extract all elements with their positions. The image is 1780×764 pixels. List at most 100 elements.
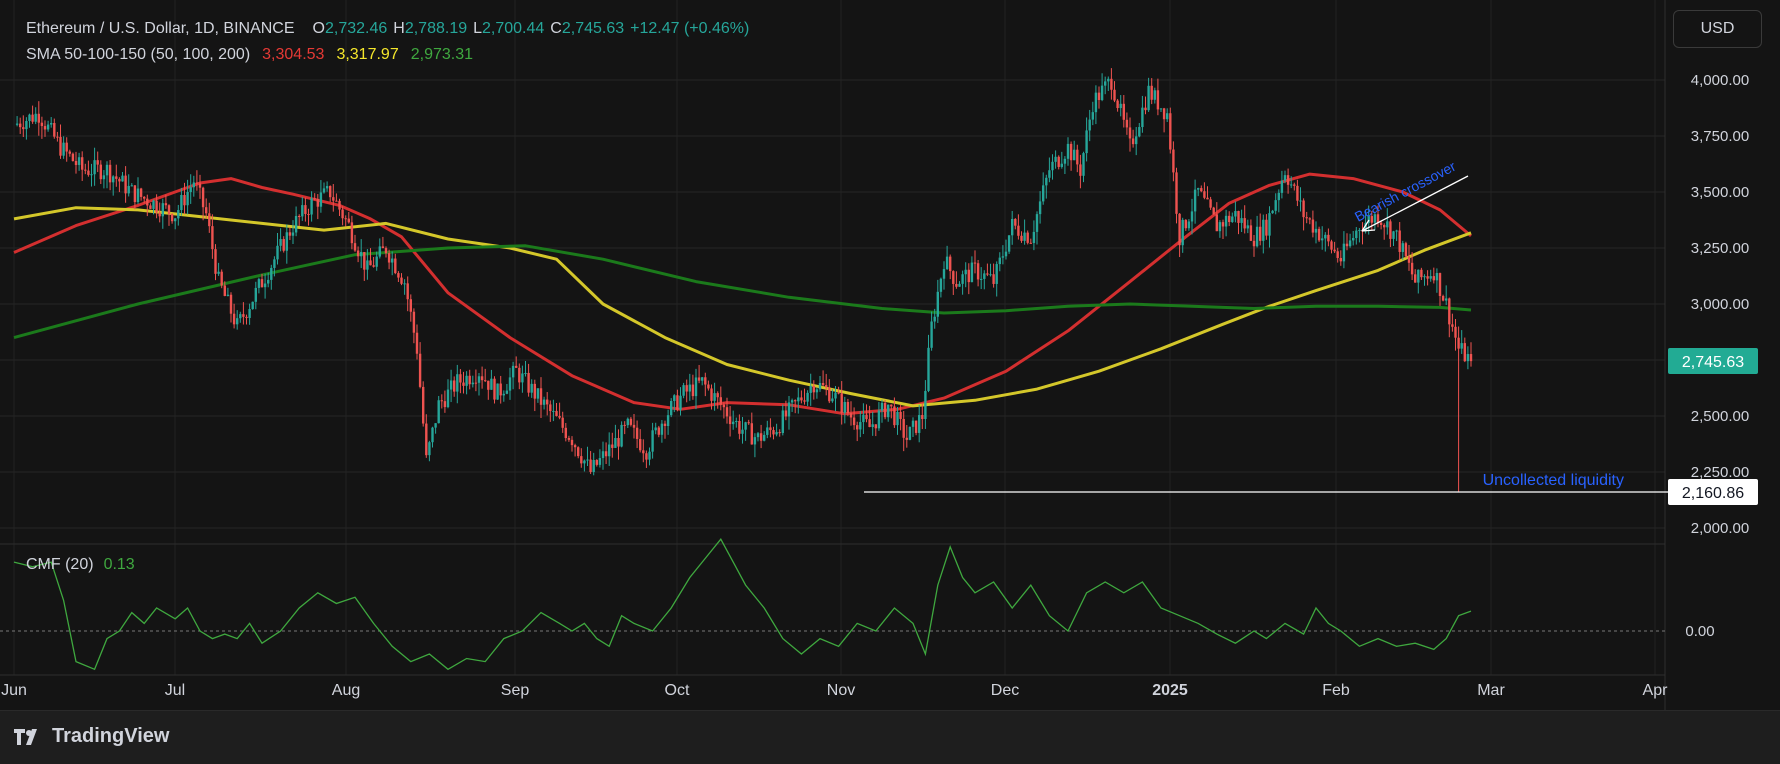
candle-body [412, 311, 416, 333]
candle-body [1014, 218, 1017, 226]
tradingview-logo[interactable]: TradingView [14, 725, 169, 748]
candle-body [673, 395, 676, 401]
candle-body [276, 245, 279, 260]
cmf-label[interactable]: CMF (20) [26, 556, 94, 573]
candle-body [1404, 243, 1408, 257]
time-tick-label: Nov [827, 682, 855, 699]
candle-body [1308, 218, 1311, 220]
candle-body [260, 279, 264, 288]
candle-body [1181, 219, 1184, 246]
candle-body [744, 422, 747, 430]
candle-body [28, 114, 31, 121]
candle-body [790, 400, 794, 403]
candle-body [732, 421, 735, 425]
candle-body [363, 252, 366, 270]
sma-row: SMA 50-100-150 (50, 100, 200) 3,304.53 3… [26, 42, 749, 68]
candle-body [806, 392, 809, 402]
candle-body [1144, 107, 1147, 111]
candle-body [403, 283, 406, 285]
candle-body [772, 430, 775, 435]
candle-body [570, 439, 574, 446]
symbol-title[interactable]: Ethereum / U.S. Dollar, 1D, BINANCE [26, 20, 295, 37]
candle-body [288, 232, 292, 236]
tradingview-logo-icon [14, 728, 37, 745]
chart-frame[interactable]: 2,000.002,250.002,500.002,750.003,000.00… [0, 0, 1780, 710]
candle-body [595, 460, 598, 465]
candle-body [294, 216, 298, 233]
candle-body [1429, 276, 1432, 279]
axes: 2,000.002,250.002,500.002,750.003,000.00… [1, 72, 1749, 699]
candle-body [952, 271, 955, 284]
candle-body [555, 410, 558, 416]
candle-body [477, 376, 481, 383]
candle-body [1389, 221, 1392, 239]
candle-body [759, 433, 763, 441]
candle-body [1147, 85, 1150, 111]
candle-body [434, 423, 437, 428]
candle-body [828, 387, 831, 402]
candle-body [214, 249, 217, 274]
candle-body [648, 451, 651, 460]
time-tick-label: Mar [1477, 682, 1505, 699]
candle-body [1011, 218, 1014, 236]
candle-body [1317, 228, 1321, 241]
candle-body [874, 424, 877, 429]
candle-body [1336, 251, 1339, 258]
candle-body [1215, 214, 1218, 232]
candle-body [87, 170, 90, 175]
candle-body [1426, 276, 1429, 279]
candle-body [539, 388, 543, 405]
candle-body [716, 393, 719, 398]
candle-body [719, 397, 722, 405]
candle-body [1038, 201, 1042, 215]
sma-label[interactable]: SMA 50-100-150 (50, 100, 200) [26, 46, 251, 63]
candle-body [15, 123, 19, 125]
candle-body [1395, 230, 1398, 232]
candle-body [645, 453, 648, 460]
candle-body [778, 432, 781, 434]
candle-body [313, 198, 316, 200]
price-chart[interactable]: 2,000.002,250.002,500.002,750.003,000.00… [0, 0, 1780, 710]
candle-body [84, 169, 87, 171]
price-tick-label: 4,000.00 [1691, 72, 1749, 89]
candle-body [62, 142, 65, 156]
cmf-line [13, 538, 1472, 671]
candle-body [849, 413, 853, 418]
time-tick-label: Dec [991, 682, 1019, 699]
candle-body [81, 157, 84, 170]
candle-body [542, 399, 546, 405]
candle-body [992, 274, 995, 284]
candle-body [53, 123, 56, 137]
candle-body [617, 437, 620, 447]
candle-body [1379, 222, 1383, 225]
candle-body [220, 271, 223, 286]
candle-body [152, 200, 155, 209]
candle-body [561, 417, 564, 428]
candle-body [90, 174, 93, 176]
candle-body [902, 418, 905, 438]
candle-body [1420, 269, 1423, 278]
price-tick-label: 3,000.00 [1691, 296, 1749, 313]
candle-body [1156, 90, 1160, 110]
candle-body [493, 378, 496, 400]
candle-body [406, 283, 409, 300]
candle-body [707, 384, 710, 389]
candle-body [34, 113, 37, 122]
candle-body [418, 353, 422, 387]
last-price-label: 2,745.63 [1682, 354, 1744, 371]
currency-button[interactable]: USD [1673, 10, 1762, 48]
candle-body [1200, 188, 1203, 192]
price-tick-label: 3,250.00 [1691, 240, 1749, 257]
candle-body [1060, 163, 1063, 167]
candle-body [496, 383, 499, 400]
footer: TradingView [0, 710, 1780, 764]
price-tick-label: 3,750.00 [1691, 128, 1749, 145]
candle-body [397, 273, 400, 278]
candle-body [663, 423, 667, 427]
candle-body [1221, 222, 1225, 227]
candle-body [1262, 219, 1265, 241]
candle-body [756, 433, 760, 438]
candle-body [694, 377, 698, 397]
candle-body [660, 423, 664, 435]
candle-body [918, 415, 921, 433]
